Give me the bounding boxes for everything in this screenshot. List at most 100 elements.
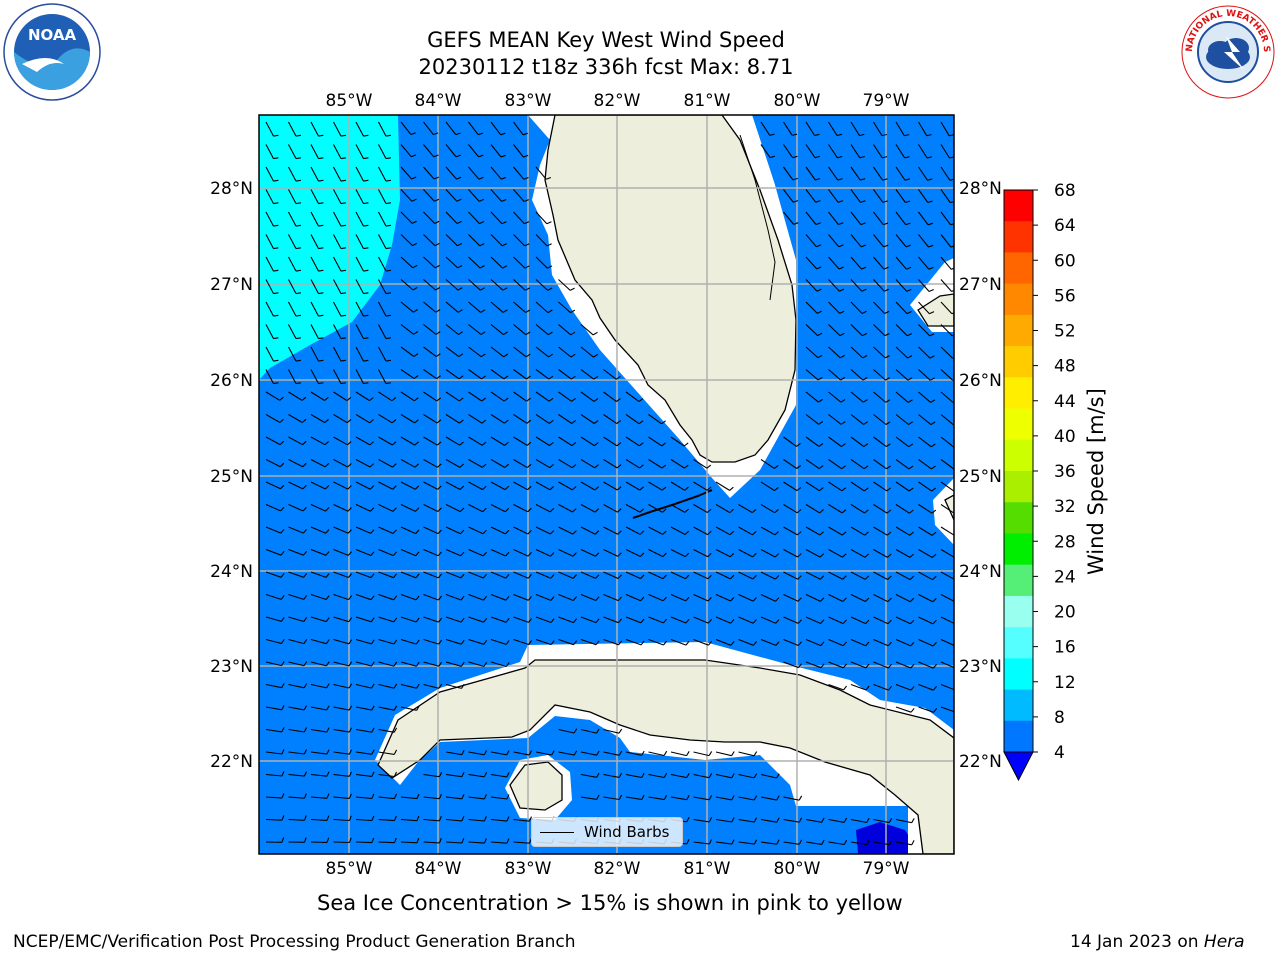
wind-barb-feather — [392, 551, 398, 556]
wind-barb — [333, 121, 342, 137]
lat-label-left: 22°N — [210, 752, 253, 772]
wind-barb — [805, 436, 820, 447]
wind-barb — [445, 301, 459, 313]
wind-barb — [580, 436, 595, 447]
wind-barb — [333, 391, 348, 402]
wind-barb — [918, 166, 928, 181]
wind-barb — [648, 481, 663, 491]
wind-barb — [355, 414, 370, 424]
wind-barb — [828, 256, 840, 270]
wind-barb — [738, 571, 754, 580]
wind-barb-feather — [798, 817, 803, 823]
wind-barb — [918, 234, 929, 248]
wind-barb-feather — [908, 465, 914, 470]
wind-barb — [265, 211, 274, 227]
wind-barb — [355, 256, 364, 272]
wind-barb — [513, 391, 527, 402]
wind-barb — [940, 256, 952, 270]
wind-barb — [828, 818, 845, 823]
wind-barb-feather — [792, 177, 798, 181]
wind-barb-feather — [841, 509, 847, 514]
wind-barb-feather — [385, 224, 391, 227]
wind-barb — [378, 369, 387, 384]
wind-barb — [693, 549, 709, 558]
wind-barb — [513, 346, 527, 358]
wind-barb-feather — [437, 507, 442, 512]
wind-barb — [760, 594, 776, 602]
wind-barb — [580, 751, 597, 756]
wind-barb-feather — [459, 463, 464, 468]
wind-barb — [468, 369, 482, 380]
wind-barb-feather — [504, 441, 509, 446]
wind-barb — [288, 279, 297, 294]
colorbar-segment — [1004, 502, 1033, 534]
wind-barb — [580, 346, 594, 358]
wind-barb — [850, 346, 864, 359]
colorbar-tick-label: 12 — [1054, 673, 1076, 693]
wind-barb — [805, 121, 816, 136]
wind-barb — [310, 121, 319, 137]
wind-barb-feather — [907, 333, 913, 337]
wind-barb — [513, 166, 525, 180]
wind-barb — [400, 391, 415, 402]
colorbar-segment — [1004, 564, 1033, 597]
wind-barb-feather — [481, 441, 487, 446]
wind-barb — [828, 301, 841, 314]
wind-barb — [445, 616, 462, 623]
wind-barb — [558, 616, 574, 624]
wind-barb-feather — [864, 509, 869, 514]
map-title: GEFS MEAN Key West Wind Speed — [427, 28, 785, 52]
wind-barb-feather — [595, 552, 600, 557]
wind-barb — [490, 459, 506, 468]
wind-barb-feather — [273, 179, 279, 182]
wind-barb — [333, 234, 342, 249]
wind-barb-feather — [459, 441, 464, 446]
wind-barb-feather — [572, 574, 577, 579]
wind-barb-feather — [816, 288, 822, 292]
wind-barb-feather — [325, 529, 330, 534]
wind-barb-feather — [279, 418, 284, 423]
wind-barb — [873, 346, 886, 359]
wind-barb — [355, 616, 372, 623]
wind-barb — [310, 773, 327, 777]
wind-barb-feather — [956, 642, 959, 646]
wind-barb — [558, 279, 571, 291]
wind-barb — [693, 818, 710, 823]
wind-barb-feather — [483, 772, 488, 778]
wind-barb — [310, 661, 327, 667]
wind-barb-feather — [370, 639, 375, 645]
wind-barb — [895, 549, 911, 558]
wind-barb-feather — [325, 485, 330, 490]
wind-barb-feather — [792, 155, 798, 159]
wind-barb-feather — [617, 508, 622, 513]
wind-barb-feather — [862, 332, 868, 337]
wind-barb — [558, 593, 574, 602]
wind-barb-feather — [546, 221, 552, 225]
wind-barb-feather — [393, 661, 398, 667]
wind-barb-feather — [907, 355, 913, 359]
wind-barb — [445, 818, 462, 822]
wind-barb-feather — [730, 619, 735, 624]
wind-barb-feather — [415, 595, 420, 601]
wind-barb — [445, 661, 462, 667]
wind-barb-feather — [911, 840, 915, 846]
wind-barb-feather — [273, 382, 279, 385]
wind-barb-feather — [363, 359, 369, 362]
wind-barb-feather — [685, 618, 690, 624]
wind-barb — [715, 751, 732, 757]
wind-barb-feather — [413, 331, 419, 335]
wind-barb — [513, 324, 527, 336]
wind-barb — [783, 504, 798, 514]
wind-barb-feather — [907, 399, 913, 403]
wind-barb-feather — [295, 269, 301, 272]
wind-barb-feather — [883, 244, 889, 248]
wind-barb-feather — [273, 134, 279, 137]
wind-barb — [333, 414, 348, 424]
wind-barb — [423, 166, 435, 180]
wind-barb — [378, 841, 395, 844]
wind-barb-feather — [662, 508, 667, 513]
wind-barb — [918, 369, 931, 381]
wind-barb-feather — [616, 442, 622, 447]
wind-barb — [918, 661, 934, 669]
wind-barb-feather — [363, 247, 369, 250]
